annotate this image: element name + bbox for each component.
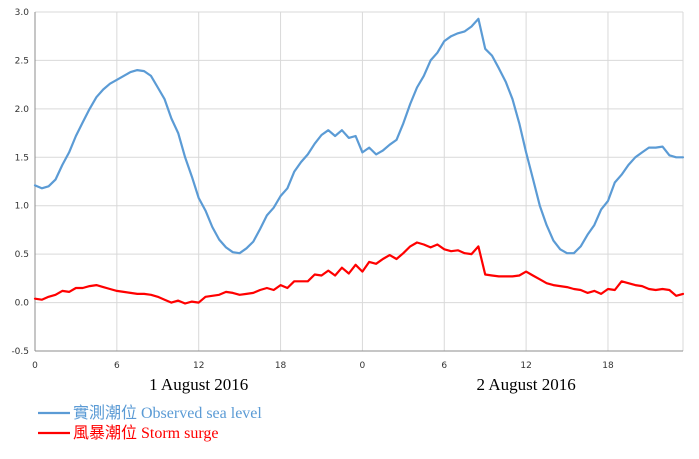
- y-tick-label: 2.0: [15, 105, 30, 115]
- x-tick-label: 12: [193, 361, 204, 371]
- x-tick-label: 0: [32, 361, 38, 371]
- y-tick-label: 2.5: [15, 56, 29, 66]
- x-tick-label: 6: [441, 361, 447, 371]
- x-tick-labels: 0 6 12 18 0 6 12 18: [32, 361, 614, 371]
- y-tick-label: 1.0: [15, 202, 30, 212]
- legend-label-surge: 風暴潮位 Storm surge: [73, 424, 219, 442]
- y-tick-label: 0.5: [15, 250, 29, 260]
- date-label: 2 August 2016: [477, 375, 576, 394]
- x-tick-label: 0: [360, 361, 366, 371]
- y-tick-labels: -0.5 0.0 0.5 1.0 1.5 2.0 2.5 3.0: [11, 8, 29, 357]
- legend-label-observed: 實測潮位 Observed sea level: [73, 403, 262, 422]
- data-series: [33, 17, 685, 305]
- x-tick-label: 6: [114, 361, 120, 371]
- x-tick-label: 18: [602, 361, 614, 371]
- legend: 實測潮位 Observed sea level 風暴潮位 Storm surge: [38, 403, 262, 442]
- y-tick-label: 3.0: [15, 8, 30, 18]
- legend-item-surge: 風暴潮位 Storm surge: [38, 424, 219, 442]
- y-tick-label: -0.5: [11, 347, 29, 357]
- y-tick-label: 1.5: [15, 153, 29, 163]
- date-label: 1 August 2016: [149, 375, 248, 394]
- legend-item-observed: 實測潮位 Observed sea level: [38, 403, 262, 422]
- storm-surge-line: [33, 241, 685, 305]
- gridlines: [34, 11, 684, 352]
- x-tick-label: 18: [275, 361, 287, 371]
- x-tick-label: 12: [520, 361, 531, 371]
- y-tick-label: 0.0: [15, 299, 30, 309]
- axes: [34, 12, 683, 352]
- date-labels: 1 August 2016 2 August 2016: [149, 375, 576, 394]
- observed-sea-level-line: [33, 17, 685, 255]
